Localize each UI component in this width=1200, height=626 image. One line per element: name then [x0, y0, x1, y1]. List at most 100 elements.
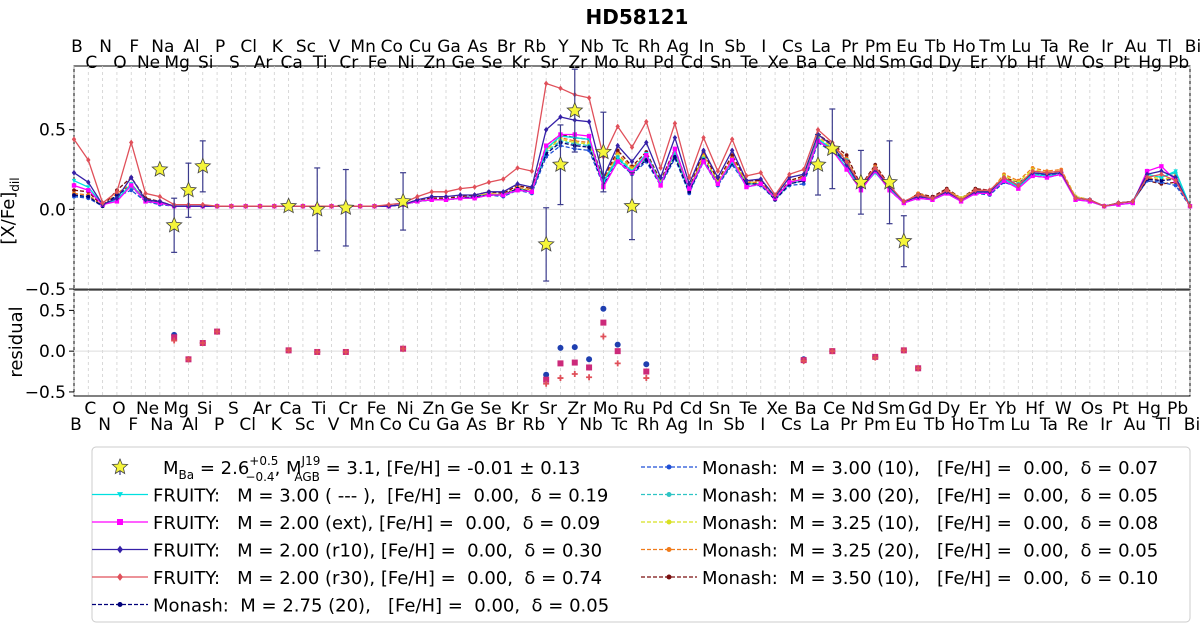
- series-point: [586, 118, 592, 125]
- series-point: [1044, 169, 1050, 176]
- element-label-top: W: [1056, 53, 1073, 73]
- element-label-top: Cs: [782, 37, 803, 57]
- residual-point: [571, 359, 578, 366]
- element-label-bottom: Pd: [652, 399, 673, 419]
- legend-obs-label: MBa = 2.6+0.5 −0.4, MJ19 AGB = 3.1, [Fe/H]…: [163, 454, 580, 484]
- element-label-bottom: Dy: [937, 399, 960, 419]
- legend: MBa = 2.6+0.5 −0.4, MJ19 AGB = 3.1, [Fe/H]…: [91, 446, 1191, 623]
- residual-point: [285, 347, 292, 354]
- element-label-bottom: Tc: [610, 415, 628, 435]
- legend-label: FRUITY: M = 2.00 (r10), [Fe/H] = 0.00, δ…: [153, 541, 602, 562]
- series-point: [200, 201, 205, 208]
- element-label-top: P: [215, 37, 225, 57]
- element-label-bottom: Rh: [637, 415, 660, 435]
- element-label-top: Ir: [1101, 37, 1113, 57]
- legend-label: Monash: M = 3.25 (10), [Fe/H] = 0.00, δ …: [702, 513, 1158, 534]
- series-point: [1159, 164, 1164, 169]
- observation-star: [179, 181, 198, 198]
- series-point: [300, 203, 306, 210]
- element-label-bottom: Sr: [539, 399, 557, 419]
- element-label-bottom: Si: [197, 399, 213, 419]
- observation-star: [823, 139, 841, 157]
- element-label-bottom: Os: [1081, 399, 1103, 419]
- series-point: [958, 196, 964, 203]
- series-point: [129, 188, 134, 193]
- residual-point: [543, 371, 550, 378]
- series-point: [615, 156, 620, 161]
- element-label-bottom: Kr: [510, 399, 528, 419]
- element-label-bottom: Bi: [1184, 415, 1200, 435]
- residual-point: [557, 375, 564, 382]
- abundance-panel: 0.5 0.0 −0.5: [25, 65, 1193, 300]
- series-point: [1101, 203, 1107, 210]
- element-label-top: Hg: [1138, 53, 1162, 73]
- series-point: [730, 153, 735, 158]
- series-point: [529, 168, 535, 174]
- observation-star: [337, 198, 355, 216]
- series-point: [587, 145, 591, 150]
- element-label-top: Zn: [423, 53, 445, 73]
- series-point: [429, 197, 434, 202]
- bottom-element-labels: BCNOFNeNaMgAlSiPSClArKCaScTiVCrMnFeCoNiC…: [70, 399, 1200, 435]
- element-label-top: Yb: [995, 53, 1017, 73]
- observation-star: [852, 173, 870, 190]
- series-point: [558, 85, 563, 92]
- series-point: [71, 136, 77, 143]
- observation-star: [394, 192, 412, 209]
- series-point: [1044, 175, 1050, 180]
- element-label-top: Tm: [978, 37, 1006, 57]
- element-label-bottom: Pm: [864, 415, 891, 435]
- series-point: [1144, 171, 1150, 178]
- element-label-bottom: Zn: [422, 399, 444, 419]
- element-label-bottom: Mg: [163, 399, 188, 419]
- series-point: [443, 188, 449, 195]
- series-point: [615, 159, 620, 164]
- series-point: [458, 185, 463, 192]
- series-point: [129, 183, 134, 188]
- series-point: [1144, 168, 1150, 174]
- series-point: [715, 181, 721, 187]
- legend-label: FRUITY: M = 2.00 (r30), [Fe/H] = 0.00, δ…: [153, 568, 602, 589]
- element-label-bottom: Ru: [623, 399, 645, 419]
- legend-label: FRUITY: M = 2.00 (ext), [Fe/H] = 0.00, δ…: [153, 513, 600, 534]
- element-label-top: C: [85, 53, 97, 73]
- element-label-top: Hf: [1026, 53, 1046, 73]
- series-point: [644, 158, 649, 162]
- y-tick-label: −0.5: [25, 383, 66, 403]
- element-label-top: Er: [970, 53, 988, 73]
- series-point: [758, 181, 763, 187]
- series-point: [1001, 178, 1007, 183]
- y-axis-labels: [X/Fe]dil residual: [0, 177, 27, 377]
- legend-obs-part: +0.5: [249, 454, 278, 468]
- residual-point: [900, 347, 907, 354]
- series-point: [673, 154, 677, 159]
- series-point: [801, 171, 806, 178]
- legend-obs-part: M: [163, 458, 179, 479]
- series-point: [615, 142, 620, 149]
- element-label-bottom: Nb: [579, 415, 603, 435]
- series-point: [157, 198, 163, 205]
- series-point: [143, 196, 148, 203]
- y-tick-label: 0.5: [39, 301, 66, 321]
- residual-point: [314, 348, 321, 355]
- residual-point: [185, 356, 192, 363]
- series-point: [729, 157, 735, 163]
- element-label-bottom: Ce: [823, 399, 845, 419]
- element-label-bottom: Co: [380, 415, 402, 435]
- element-label-top: Br: [497, 37, 516, 57]
- element-label-top: Sc: [296, 37, 316, 57]
- element-label-bottom: Fe: [367, 399, 386, 419]
- series-point: [243, 203, 248, 210]
- element-label-top: Rh: [638, 37, 661, 57]
- element-label-bottom: Ho: [951, 415, 974, 435]
- element-label-bottom: Zr: [567, 399, 586, 419]
- series-point: [1001, 174, 1007, 181]
- series-point: [515, 188, 520, 193]
- element-label-top: Eu: [896, 37, 918, 57]
- series-point: [758, 169, 763, 176]
- element-label-bottom: Re: [1067, 415, 1089, 435]
- series-point: [658, 174, 663, 181]
- residual-point: [557, 344, 564, 351]
- series-point: [515, 165, 520, 171]
- element-label-bottom: V: [328, 415, 340, 435]
